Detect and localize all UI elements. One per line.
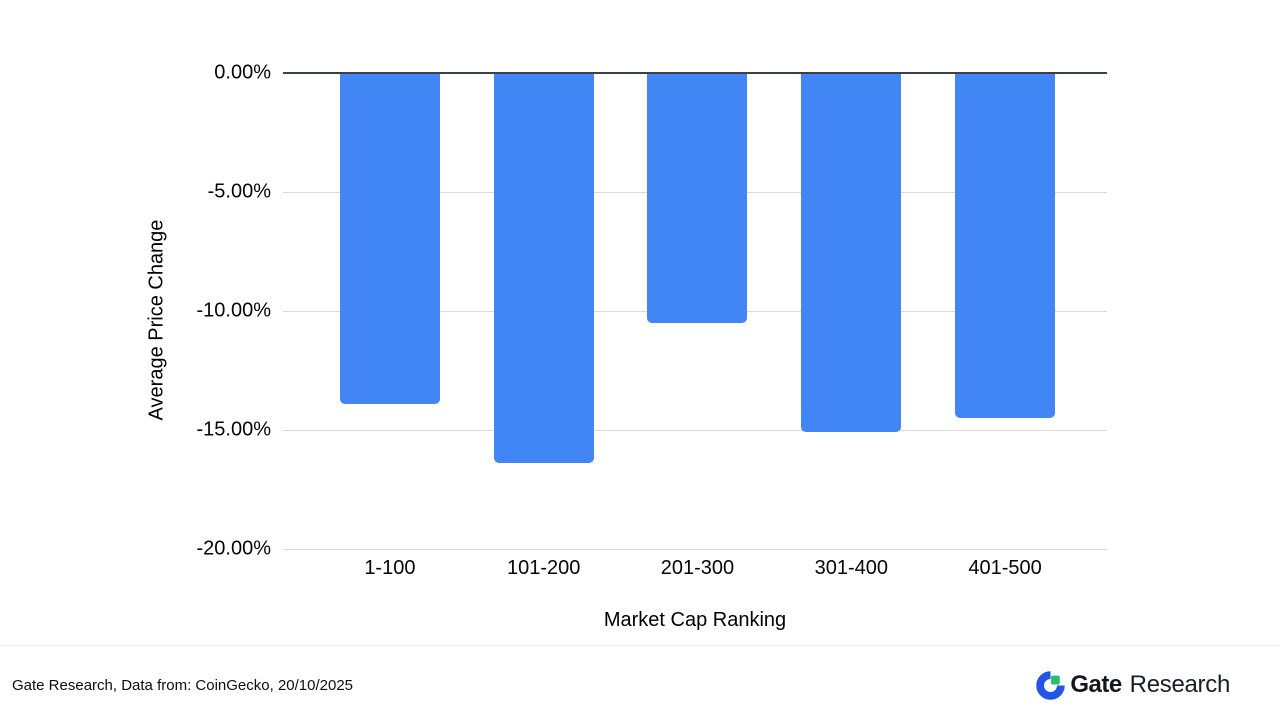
bar-slot [621, 73, 775, 549]
x-tick-label: 1-100 [364, 557, 416, 579]
logo-brand-text: Gate [1070, 671, 1122, 698]
bar-slot [928, 73, 1082, 549]
bar-1-100 [339, 73, 440, 404]
x-tick-label: 201-300 [660, 557, 735, 579]
gate-research-logo: Gate Research [1036, 670, 1231, 700]
x-axis-tick-labels: 1-100 101-200 201-300 301-400 401-500 [313, 557, 1082, 580]
footer-divider [0, 645, 1280, 646]
bar-301-400 [801, 73, 902, 433]
y-tick-label: -15.00% [196, 418, 272, 441]
bar-slot [313, 73, 467, 549]
bar-series [313, 73, 1082, 549]
logo-suffix-text: Research [1129, 671, 1231, 698]
gridline [283, 549, 1107, 550]
bar-slot [774, 73, 928, 549]
y-tick-label: -20.00% [196, 537, 272, 560]
y-axis-tick-labels: 0.00% -5.00% -10.00% -15.00% -20.00% [0, 62, 272, 560]
gridline [283, 430, 1107, 431]
x-tick-label: 301-400 [814, 557, 888, 579]
bar-201-300 [647, 73, 748, 323]
gate-logo-arc [1036, 670, 1066, 700]
x-axis-title: Market Cap Ranking [603, 609, 787, 631]
y-tick-label: 0.00% [214, 61, 271, 84]
x-tick-label: 101-200 [506, 557, 581, 579]
bar-101-200 [493, 73, 594, 464]
bar-401-500 [955, 73, 1056, 419]
gate-logo-icon [1036, 670, 1066, 700]
gate-logo-square [1051, 675, 1061, 684]
bar-slot [467, 73, 621, 549]
x-tick-label: 401-500 [968, 557, 1042, 579]
zero-axis-line [283, 72, 1107, 74]
y-tick-label: -5.00% [207, 180, 271, 203]
footer: Gate Research, Data from: CoinGecko, 20/… [0, 646, 1280, 724]
y-tick-label: -10.00% [196, 299, 272, 322]
source-attribution: Gate Research, Data from: CoinGecko, 20/… [12, 676, 354, 694]
